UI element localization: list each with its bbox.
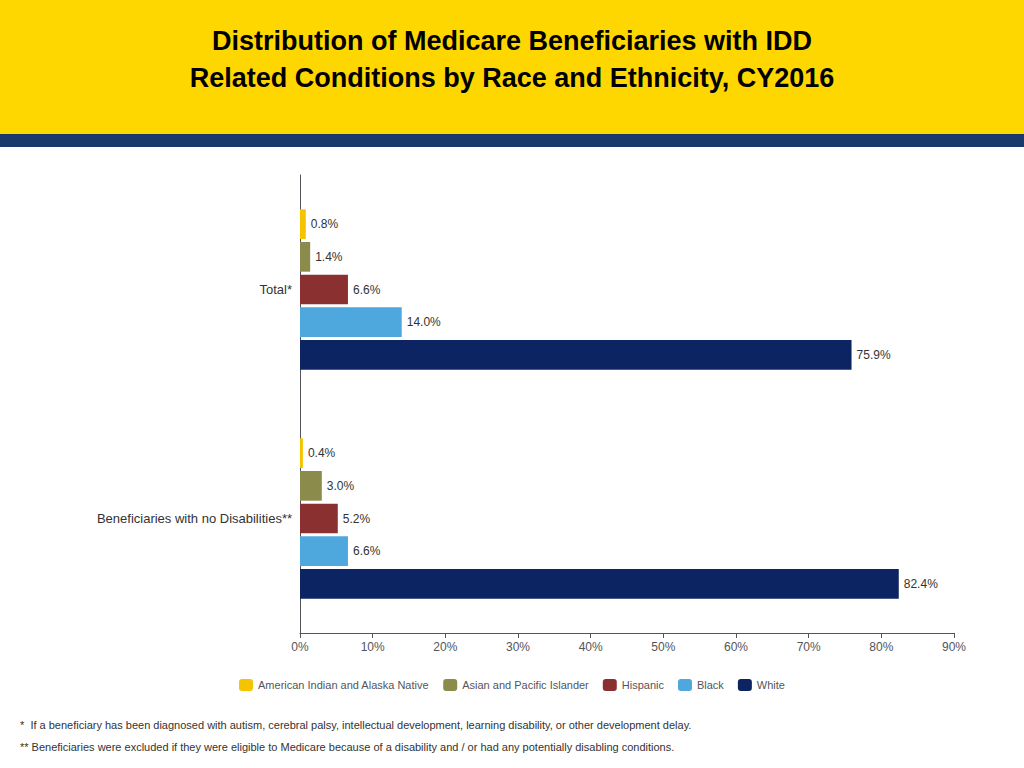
svg-text:1.4%: 1.4%	[315, 250, 343, 264]
svg-text:60%: 60%	[724, 640, 748, 654]
svg-text:3.0%: 3.0%	[327, 479, 355, 493]
svg-text:Related Conditions by Race and: Related Conditions by Race and Ethnicity…	[190, 63, 835, 93]
svg-text:Asian and Pacific Islander: Asian and Pacific Islander	[462, 679, 589, 691]
svg-text:14.0%: 14.0%	[407, 315, 441, 329]
svg-text:** Beneficiaries were excluded: ** Beneficiaries were excluded if they w…	[20, 741, 674, 753]
svg-text:American Indian and Alaska Nat: American Indian and Alaska Native	[258, 679, 429, 691]
svg-text:90%: 90%	[942, 640, 966, 654]
svg-text:Total*: Total*	[259, 282, 292, 297]
svg-text:0%: 0%	[291, 640, 309, 654]
svg-text:82.4%: 82.4%	[904, 577, 938, 591]
svg-text:White: White	[757, 679, 785, 691]
svg-text:50%: 50%	[651, 640, 675, 654]
svg-text:0.4%: 0.4%	[308, 446, 336, 460]
svg-text:30%: 30%	[506, 640, 530, 654]
svg-text:10%: 10%	[361, 640, 385, 654]
svg-text:Hispanic: Hispanic	[622, 679, 665, 691]
svg-text:20%: 20%	[433, 640, 457, 654]
svg-text:5.2%: 5.2%	[343, 512, 371, 526]
svg-text:80%: 80%	[869, 640, 893, 654]
svg-text:70%: 70%	[797, 640, 821, 654]
svg-text:Black: Black	[697, 679, 724, 691]
svg-text:* If a beneficiary has been d: * If a beneficiary has been diagnosed wi…	[20, 719, 691, 731]
svg-text:6.6%: 6.6%	[353, 283, 381, 297]
svg-text:0.8%: 0.8%	[311, 217, 339, 231]
svg-text:40%: 40%	[579, 640, 603, 654]
svg-text:6.6%: 6.6%	[353, 544, 381, 558]
svg-text:Beneficiaries with no Disabili: Beneficiaries with no Disabilities**	[97, 511, 292, 526]
svg-text:Distribution of Medicare Benef: Distribution of Medicare Beneficiaries w…	[212, 26, 812, 56]
svg-text:75.9%: 75.9%	[857, 348, 891, 362]
